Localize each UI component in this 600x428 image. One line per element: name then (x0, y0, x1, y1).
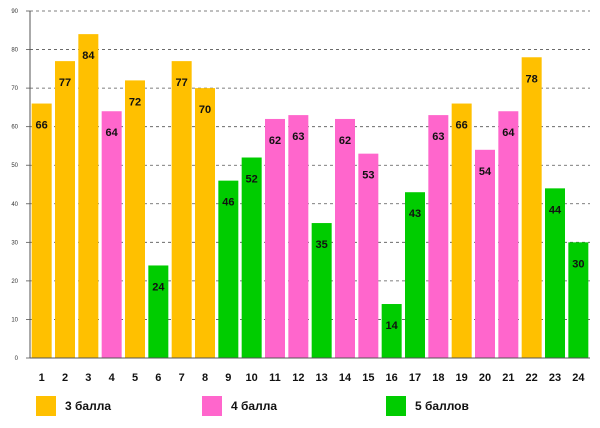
data-label: 63 (432, 131, 444, 143)
x-tick-label: 14 (339, 372, 352, 384)
x-tick-label: 1 (39, 372, 45, 384)
legend-swatch-5 (386, 396, 406, 416)
y-tick-label: 50 (11, 163, 18, 169)
x-tick-label: 18 (432, 372, 444, 384)
bar (288, 115, 309, 358)
x-tick-label: 5 (132, 372, 138, 384)
bar (545, 188, 565, 358)
legend-swatch-3 (36, 396, 56, 416)
data-label: 24 (152, 281, 165, 293)
data-label: 44 (549, 204, 562, 216)
y-tick-label: 70 (11, 86, 18, 92)
y-tick-label: 20 (11, 279, 18, 285)
bar (428, 115, 449, 358)
y-tick-label: 10 (11, 317, 18, 323)
data-label: 78 (526, 73, 538, 85)
x-tick-label: 8 (202, 372, 208, 384)
x-tick-label: 22 (526, 372, 538, 384)
x-tick-label: 13 (316, 372, 328, 384)
y-axis-ticks: 0 10 20 30 40 50 60 70 80 90 (11, 9, 30, 362)
x-tick-label: 11 (269, 372, 281, 384)
bar (381, 304, 402, 358)
x-tick-label: 4 (109, 372, 116, 384)
bar (195, 88, 215, 358)
data-labels: 66 77 84 64 72 24 77 70 46 52 62 63 35 62 53 14 43 63 66 54… (36, 50, 585, 332)
y-tick-label: 0 (15, 356, 19, 362)
x-tick-label: 24 (572, 372, 585, 384)
data-label: 64 (106, 127, 119, 139)
y-tick-label: 90 (11, 9, 18, 15)
x-tick-label: 19 (456, 372, 468, 384)
x-tick-label: 17 (409, 372, 421, 384)
bar (55, 61, 75, 358)
bar (568, 242, 589, 358)
bar (475, 149, 495, 358)
legend-item-5: 5 баллов (386, 396, 469, 416)
x-tick-label: 20 (479, 372, 491, 384)
data-label: 77 (59, 77, 71, 89)
bar (125, 80, 145, 359)
data-label: 53 (362, 170, 374, 182)
data-label: 70 (199, 104, 211, 116)
x-tick-label: 6 (155, 372, 161, 384)
legend-swatch-4 (202, 396, 222, 416)
data-label: 46 (222, 197, 234, 209)
x-tick-label: 16 (386, 372, 398, 384)
x-axis-ticks: 1 2 3 4 5 6 7 8 9 10 11 12 13 14 15 16 17 18 19 20 21 22 23 24 (39, 372, 586, 384)
bar (78, 34, 99, 359)
data-label: 54 (479, 166, 492, 178)
x-tick-label: 3 (85, 372, 91, 384)
data-label: 63 (292, 131, 304, 143)
data-label: 84 (82, 50, 95, 62)
y-tick-label: 30 (11, 240, 18, 246)
data-label: 72 (129, 96, 141, 108)
y-tick-label: 80 (11, 48, 18, 54)
x-tick-label: 9 (225, 372, 231, 384)
x-tick-label: 2 (62, 372, 68, 384)
bar (358, 153, 379, 358)
y-tick-label: 60 (11, 125, 18, 131)
bar (218, 180, 239, 358)
bar (241, 157, 262, 358)
data-label: 66 (456, 120, 468, 132)
legend-label-5: 5 баллов (415, 399, 469, 413)
data-label: 43 (409, 208, 421, 220)
bar (101, 111, 122, 358)
legend-item-4: 4 балла (202, 396, 277, 416)
bar (405, 192, 425, 358)
legend-label-3: 3 балла (65, 399, 112, 413)
data-label: 62 (269, 135, 281, 147)
x-tick-label: 12 (292, 372, 304, 384)
x-tick-label: 10 (246, 372, 258, 384)
data-label: 64 (502, 127, 515, 139)
x-tick-label: 23 (549, 372, 561, 384)
data-label: 77 (176, 77, 188, 89)
data-label: 62 (339, 135, 351, 147)
bar (311, 223, 332, 358)
data-label: 52 (246, 174, 258, 186)
bar (451, 103, 472, 359)
bar (31, 103, 52, 359)
bar (498, 111, 519, 358)
x-tick-label: 15 (362, 372, 374, 384)
bars (31, 34, 589, 359)
bar (335, 118, 355, 358)
legend-item-3: 3 балла (36, 396, 111, 416)
bar (148, 265, 169, 358)
data-label: 35 (316, 239, 328, 251)
bar (521, 57, 542, 359)
legend-label-4: 4 балла (231, 399, 278, 413)
bar (171, 61, 192, 358)
data-label: 66 (36, 120, 48, 132)
x-tick-label: 7 (179, 372, 185, 384)
data-label: 14 (386, 320, 399, 332)
bar (265, 118, 285, 358)
x-tick-label: 21 (502, 372, 514, 384)
data-label: 30 (572, 258, 584, 270)
y-tick-label: 40 (11, 202, 18, 208)
